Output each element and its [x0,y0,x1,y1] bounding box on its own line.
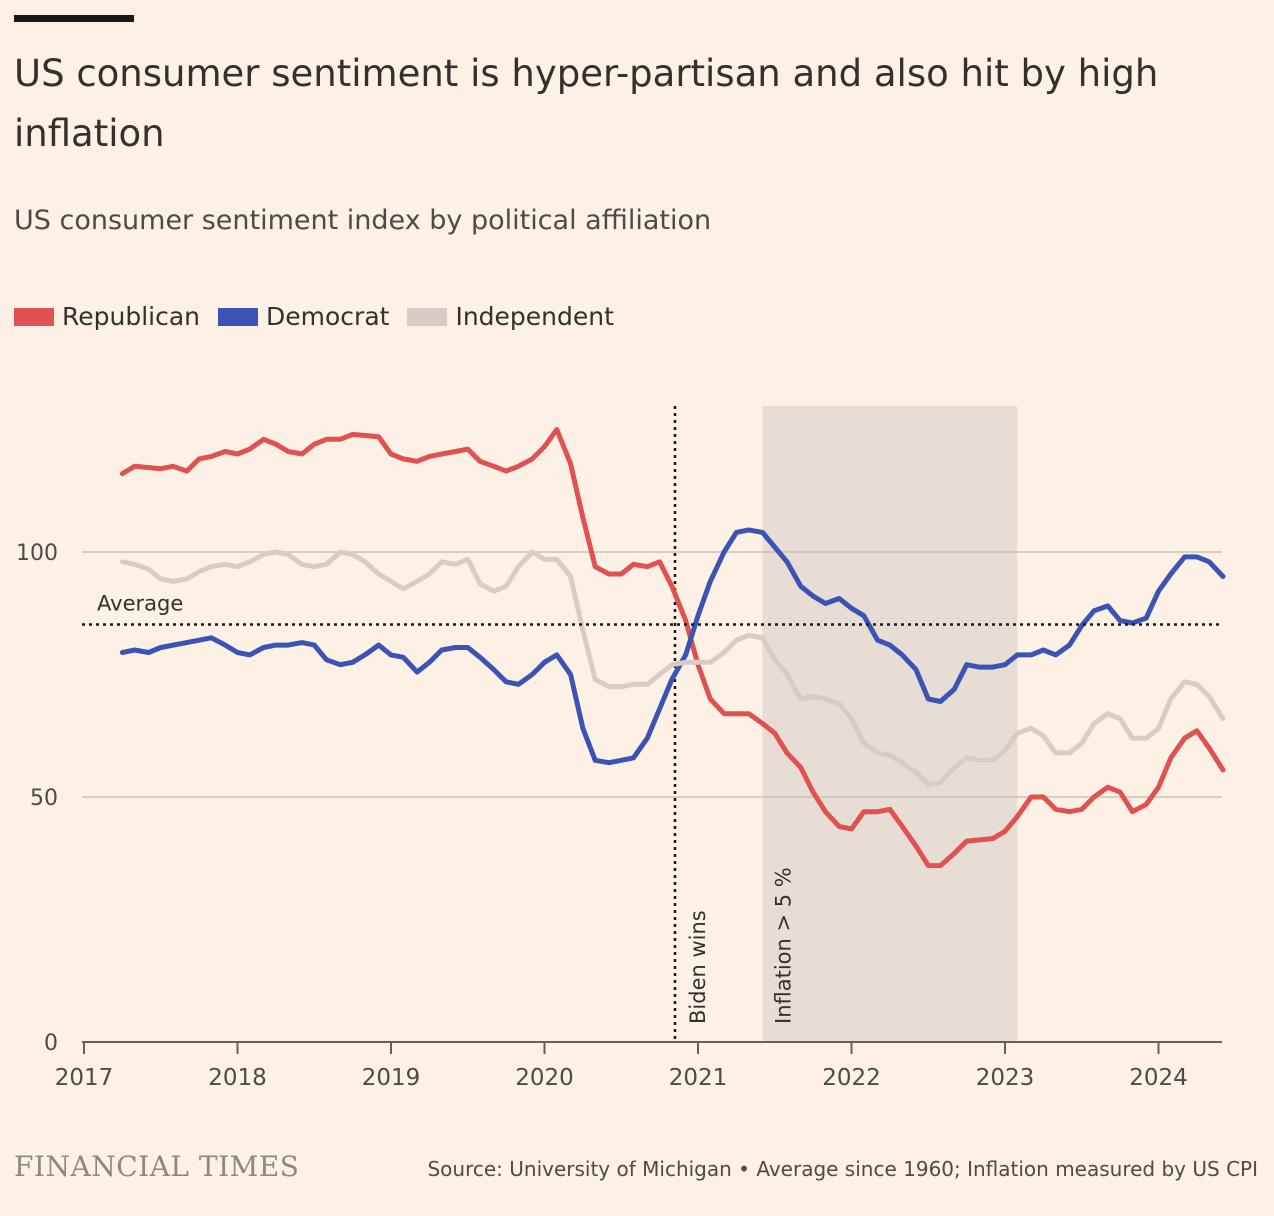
legend-label-republican: Republican [62,302,201,331]
x-tick-label-2017: 2017 [55,1065,114,1091]
legend-swatch-republican [14,307,54,326]
legend-label-independent: Independent [455,302,614,331]
legend-item-democrat: Democrat [218,302,389,331]
y-tick-label-0: 0 [44,1031,58,1056]
x-tick-label-2020: 2020 [515,1065,574,1091]
x-tick-label-2023: 2023 [976,1065,1035,1091]
series-line-democrat [119,527,1226,766]
chart-subtitle: US consumer sentiment index by political… [14,205,712,236]
ft-brand-logo: FINANCIAL TIMES [14,1150,300,1183]
x-tick-label-2024: 2024 [1129,1065,1188,1091]
event-label-biden-wins: Biden wins [686,910,710,1024]
inflation-shaded-period [762,406,1018,1042]
series-line-republican [119,427,1226,869]
x-tick-label-2022: 2022 [822,1065,881,1091]
average-label: Average [97,592,183,616]
x-tick-label-2018: 2018 [208,1065,267,1091]
legend-swatch-democrat [218,307,259,326]
legend-swatch-independent [407,307,448,326]
x-tick-label-2021: 2021 [669,1065,728,1091]
legend-item-independent: Independent [407,302,614,331]
legend-label-democrat: Democrat [266,302,390,331]
y-tick-label-100: 100 [16,541,58,566]
legend-item-republican: Republican [14,302,200,331]
shaded-period-label: Inflation > 5 % [771,867,795,1024]
y-tick-label-50: 50 [30,786,58,811]
chart-title: US consumer sentiment is hyper-partisan … [14,52,1159,155]
source-note: Source: University of Michigan • Average… [427,1157,1258,1181]
x-tick-label-2019: 2019 [362,1065,421,1091]
series-line-independent [119,549,1226,788]
legend: Republican Democrat Independent [14,302,632,331]
top-accent-bar [14,15,134,22]
